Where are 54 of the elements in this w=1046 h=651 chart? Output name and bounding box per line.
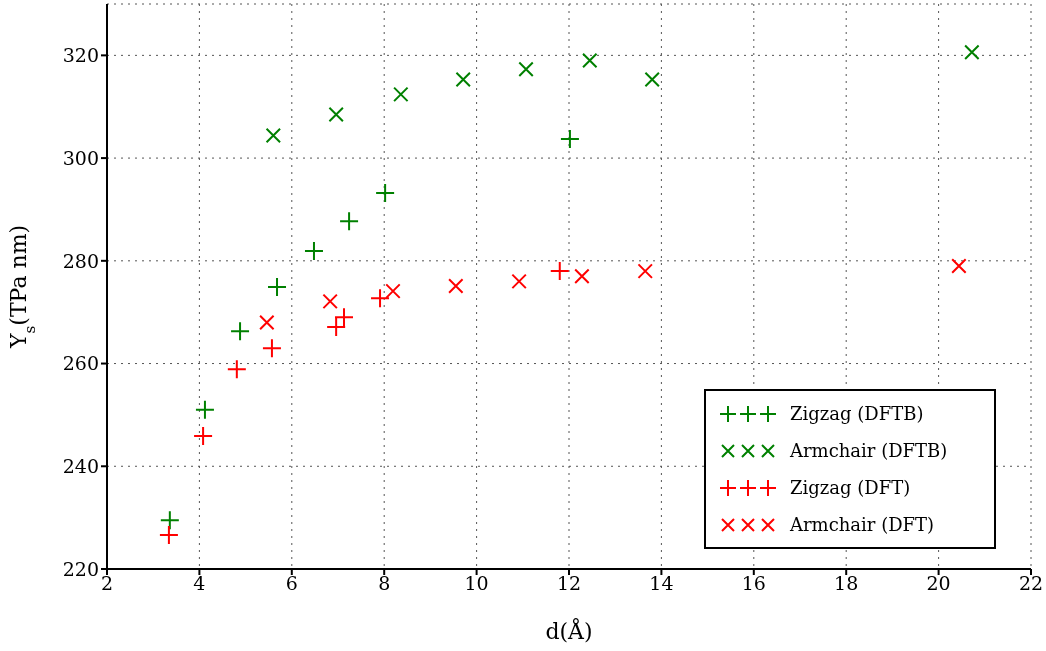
legend-label: Armchair (DFT) <box>790 514 935 535</box>
point <box>637 263 653 279</box>
point <box>511 273 527 290</box>
point <box>455 71 471 88</box>
point <box>951 258 967 274</box>
point <box>259 314 275 331</box>
point <box>375 183 396 204</box>
point <box>194 399 215 420</box>
legend-label: Armchair (DFTB) <box>790 440 948 461</box>
x-tick-label: 10 <box>464 572 489 595</box>
y-tick-label: 280 <box>62 249 99 272</box>
legend-label: Zigzag (DFT) <box>790 477 911 498</box>
legend-label: Zigzag (DFTB) <box>790 403 924 424</box>
point <box>267 277 288 298</box>
point <box>158 525 179 546</box>
point <box>964 44 980 61</box>
point <box>226 359 247 380</box>
point <box>448 278 464 294</box>
point <box>261 338 282 359</box>
point <box>334 307 355 328</box>
y-tick-label: 260 <box>62 352 99 375</box>
point <box>385 283 401 299</box>
point <box>326 317 347 338</box>
y-tick-label: 240 <box>62 455 99 478</box>
point <box>339 211 360 232</box>
point <box>159 510 180 531</box>
x-tick-label: 6 <box>285 572 298 595</box>
x-tick-label: 20 <box>926 572 951 595</box>
point <box>393 86 409 103</box>
x-tick-label: 22 <box>1018 572 1044 595</box>
y-tick-label: 320 <box>62 44 99 67</box>
point <box>549 261 570 282</box>
point <box>518 61 534 77</box>
point <box>230 321 251 342</box>
point <box>559 129 580 150</box>
point <box>303 241 324 262</box>
x-tick-label: 18 <box>834 572 859 595</box>
point <box>328 106 344 123</box>
x-tick-label: 14 <box>649 572 674 595</box>
x-tick-label: 8 <box>378 572 391 595</box>
x-tick-label: 16 <box>741 572 766 595</box>
point <box>370 288 391 309</box>
y-tick-label: 300 <box>62 146 99 169</box>
y-tick-label: 220 <box>62 557 99 580</box>
x-tick-label: 4 <box>193 572 206 595</box>
point <box>193 425 214 446</box>
x-tick-label: 12 <box>556 572 582 595</box>
point <box>582 52 598 69</box>
point <box>574 268 590 284</box>
x-tick-label: 2 <box>100 572 114 595</box>
point <box>322 293 338 310</box>
point <box>265 127 282 144</box>
x-axis-title: d(Å) <box>545 617 593 644</box>
point <box>644 71 660 88</box>
